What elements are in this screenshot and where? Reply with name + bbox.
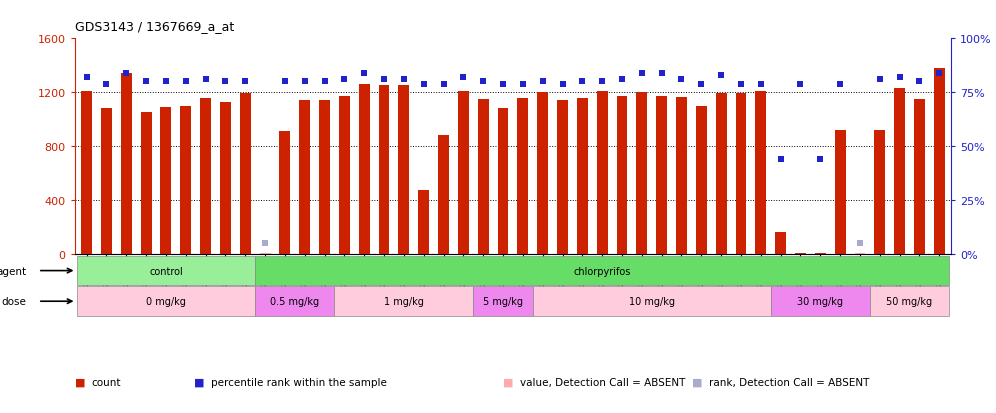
- Text: 1 mg/kg: 1 mg/kg: [383, 297, 424, 306]
- Bar: [319, 100, 330, 254]
- Text: count: count: [92, 377, 122, 387]
- Bar: [378, 85, 389, 254]
- Bar: [557, 101, 568, 254]
- Bar: [438, 136, 449, 254]
- Text: 30 mg/kg: 30 mg/kg: [798, 297, 844, 306]
- Bar: [870, 287, 949, 316]
- Bar: [255, 256, 949, 286]
- Bar: [577, 99, 588, 254]
- Text: control: control: [149, 266, 183, 276]
- Bar: [656, 96, 667, 254]
- Bar: [140, 113, 151, 254]
- Bar: [398, 85, 409, 254]
- Bar: [617, 96, 627, 254]
- Bar: [339, 97, 350, 254]
- Bar: [775, 233, 786, 254]
- Bar: [517, 98, 528, 254]
- Text: dose: dose: [2, 297, 27, 306]
- Bar: [537, 93, 548, 254]
- Bar: [180, 106, 191, 254]
- Bar: [473, 287, 533, 316]
- Bar: [101, 109, 112, 254]
- Bar: [498, 109, 509, 254]
- Text: 10 mg/kg: 10 mg/kg: [628, 297, 674, 306]
- Bar: [280, 132, 291, 254]
- Bar: [359, 85, 370, 254]
- Text: ■: ■: [194, 377, 205, 387]
- Bar: [160, 108, 171, 254]
- Bar: [478, 100, 489, 254]
- Bar: [220, 102, 231, 254]
- Text: agent: agent: [0, 266, 27, 276]
- Text: rank, Detection Call = ABSENT: rank, Detection Call = ABSENT: [709, 377, 870, 387]
- Bar: [696, 106, 707, 254]
- Bar: [914, 100, 925, 254]
- Bar: [200, 98, 211, 254]
- Bar: [815, 253, 826, 254]
- Bar: [795, 253, 806, 254]
- Bar: [874, 131, 885, 254]
- Bar: [676, 97, 687, 254]
- Bar: [855, 253, 866, 254]
- Bar: [458, 92, 469, 254]
- Bar: [255, 287, 335, 316]
- Bar: [299, 100, 310, 254]
- Bar: [81, 92, 92, 254]
- Bar: [755, 92, 766, 254]
- Bar: [716, 94, 727, 254]
- Bar: [418, 190, 429, 254]
- Bar: [894, 89, 905, 254]
- Text: GDS3143 / 1367669_a_at: GDS3143 / 1367669_a_at: [75, 20, 234, 33]
- Text: ■: ■: [692, 377, 703, 387]
- Bar: [121, 74, 131, 254]
- Bar: [835, 131, 846, 254]
- Bar: [597, 92, 608, 254]
- Bar: [934, 69, 945, 254]
- Text: 0 mg/kg: 0 mg/kg: [146, 297, 186, 306]
- Bar: [260, 253, 271, 254]
- Text: chlorpyrifos: chlorpyrifos: [574, 266, 630, 276]
- Text: 0.5 mg/kg: 0.5 mg/kg: [270, 297, 320, 306]
- Bar: [240, 94, 251, 254]
- Bar: [735, 94, 746, 254]
- Bar: [771, 287, 870, 316]
- Text: 50 mg/kg: 50 mg/kg: [886, 297, 932, 306]
- Bar: [335, 287, 473, 316]
- Bar: [77, 256, 255, 286]
- Text: percentile rank within the sample: percentile rank within the sample: [211, 377, 387, 387]
- Text: value, Detection Call = ABSENT: value, Detection Call = ABSENT: [520, 377, 685, 387]
- Bar: [533, 287, 771, 316]
- Bar: [77, 287, 255, 316]
- Text: 5 mg/kg: 5 mg/kg: [483, 297, 523, 306]
- Text: ■: ■: [75, 377, 86, 387]
- Text: ■: ■: [503, 377, 514, 387]
- Bar: [636, 93, 647, 254]
